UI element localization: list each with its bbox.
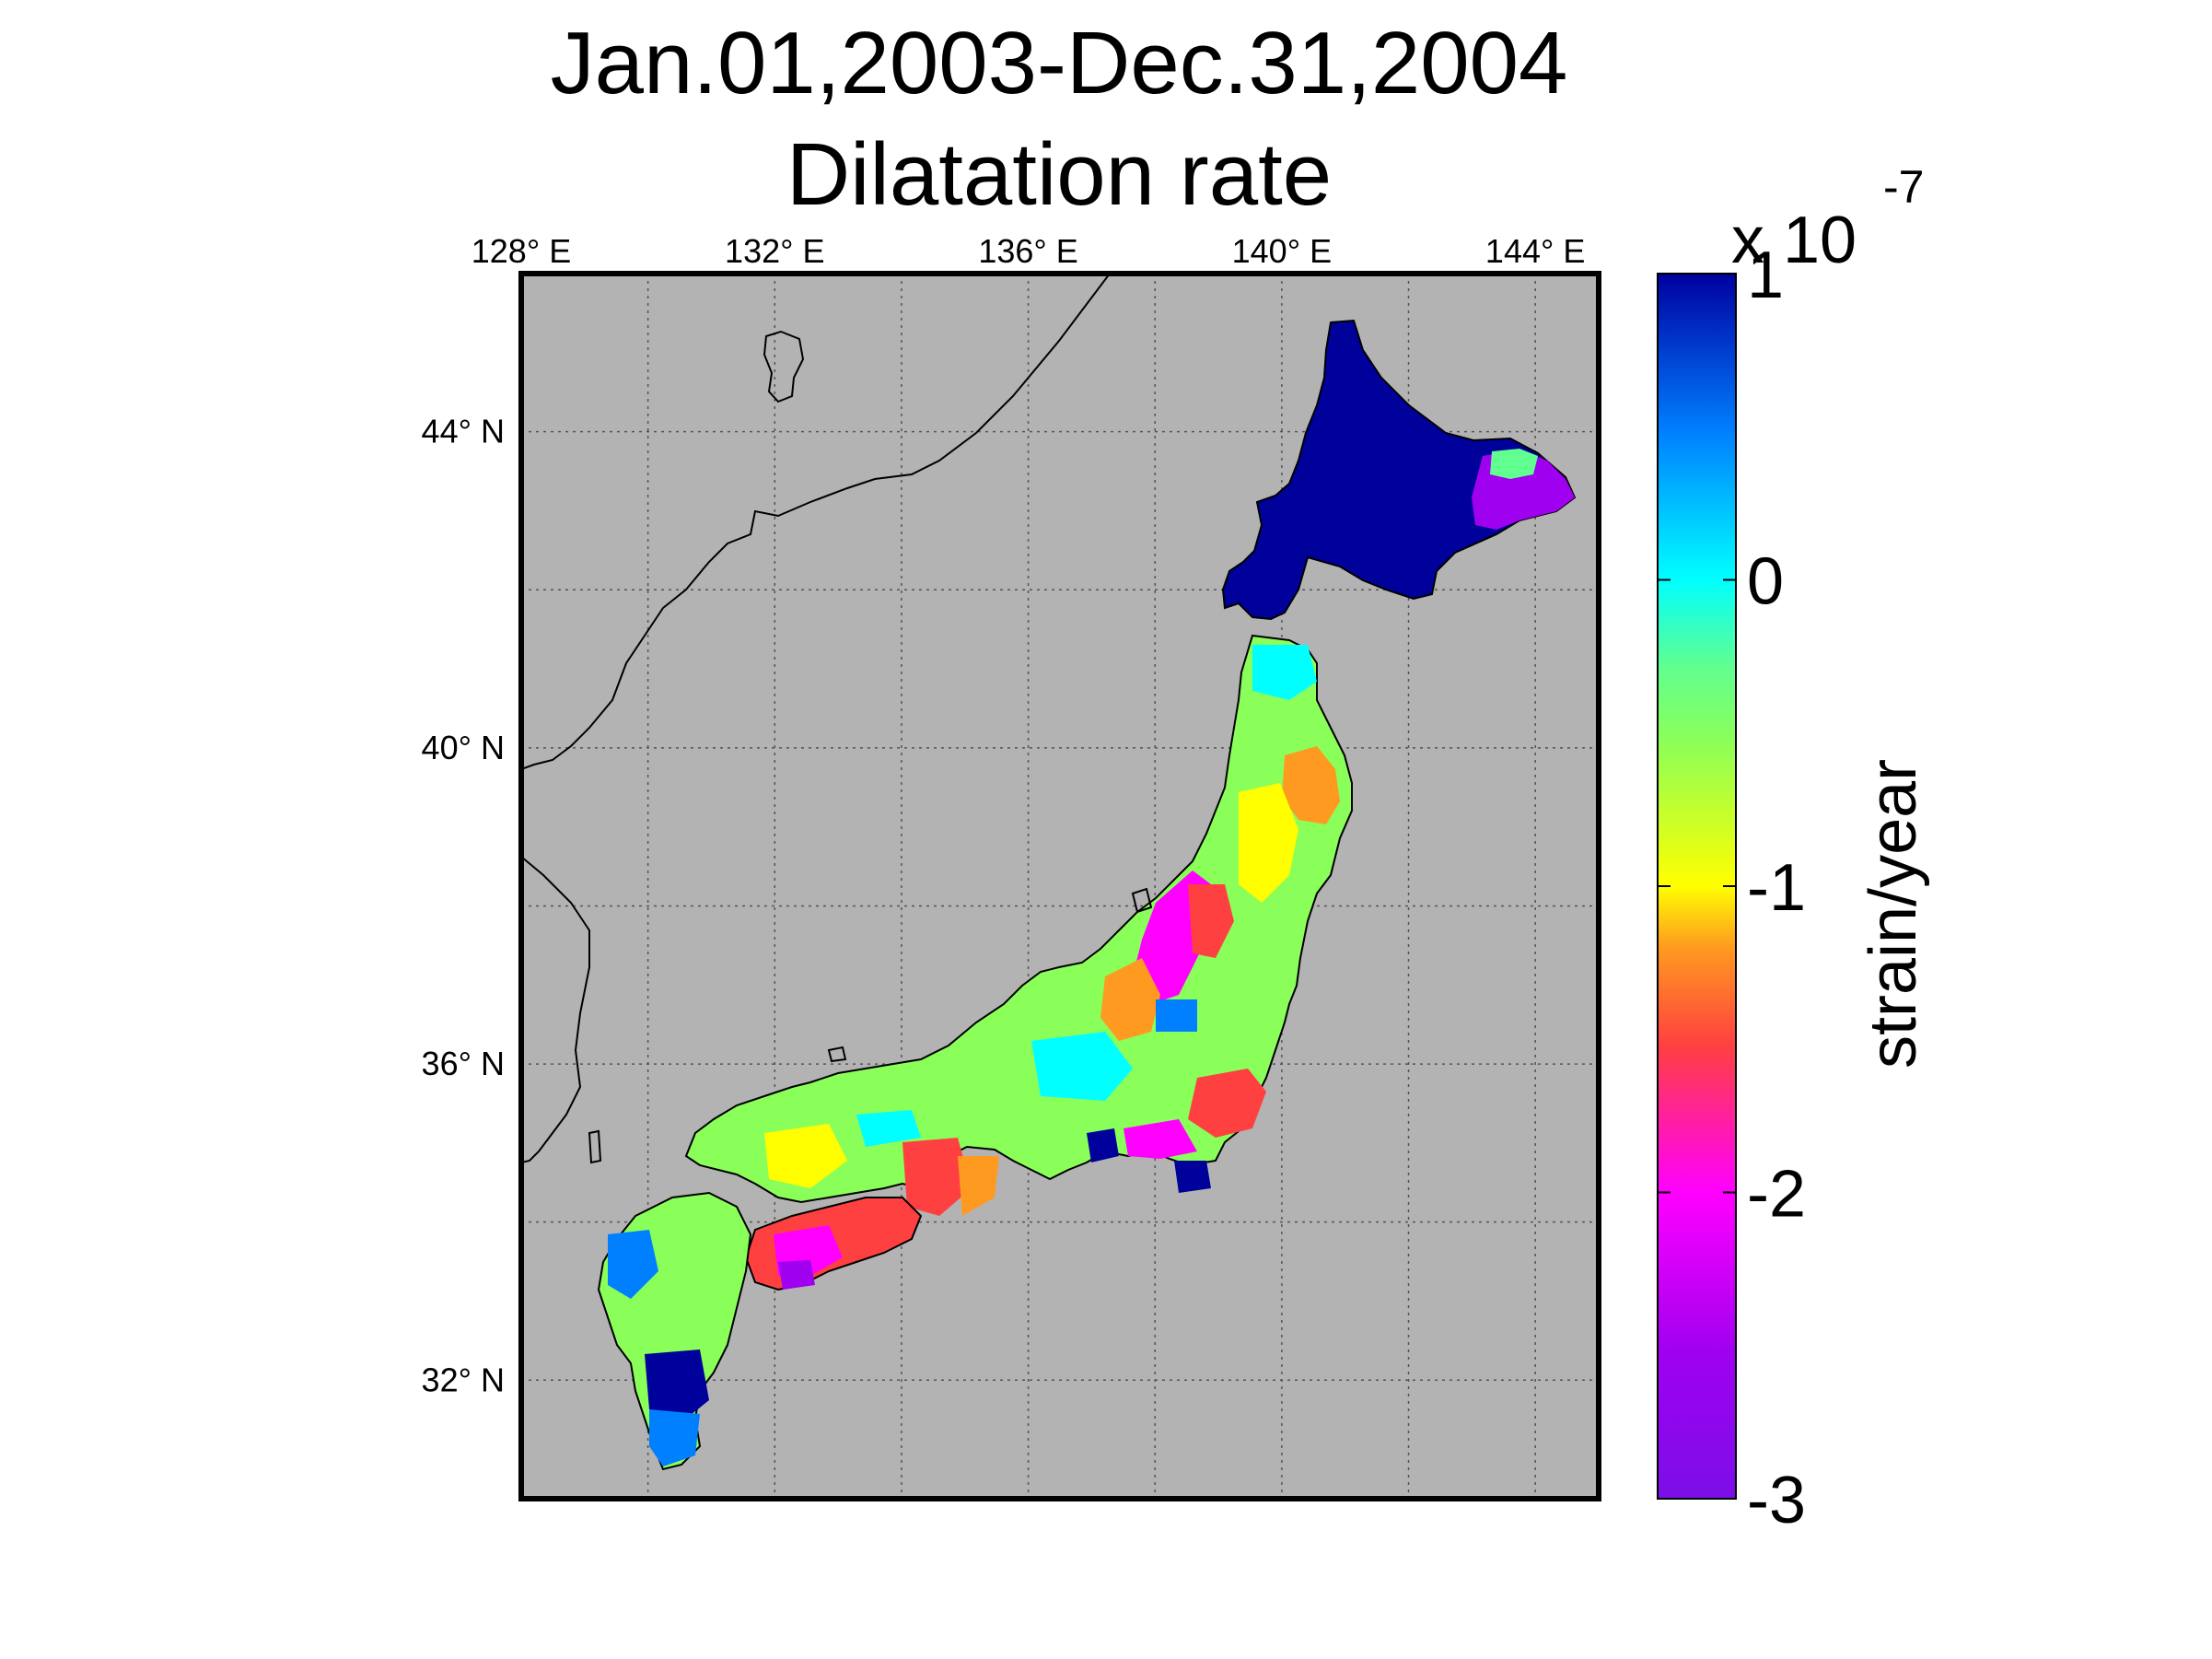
- tohoku-orange: [1282, 746, 1340, 824]
- colorbar-exponent: -7: [1883, 161, 1924, 213]
- western-yellow: [764, 1124, 847, 1188]
- kyushu-blue-south: [649, 1409, 700, 1466]
- korea-coastline: [521, 856, 590, 1163]
- central-red: [1188, 884, 1234, 958]
- honshu: [684, 634, 1353, 1204]
- kyushu-south: [645, 1349, 709, 1419]
- izu-blue: [1174, 1161, 1211, 1193]
- lat-tick-label: 40° N: [422, 729, 505, 766]
- colorbar-tick-label: -3: [1747, 1464, 1806, 1537]
- hokkaido: [1221, 319, 1577, 621]
- colorbar-label: strain/year: [1857, 759, 1930, 1069]
- lat-tick-label: 32° N: [422, 1361, 505, 1398]
- kii-red: [902, 1138, 972, 1216]
- kyushu-blue-north: [608, 1230, 658, 1299]
- kanto-red: [1188, 1069, 1266, 1138]
- map-title-line1: Jan.01,2003-Dec.31,2004: [550, 14, 1568, 112]
- mainland-coastline: [521, 274, 1111, 770]
- colorbar-exponent-base: x 10: [1731, 204, 1857, 277]
- map-title-line2: Dilatation rate: [786, 125, 1333, 224]
- kii-orange: [958, 1156, 999, 1216]
- colorbar-gradient: [1657, 273, 1737, 1500]
- central-orange: [1100, 958, 1160, 1041]
- colorbar-tick-label: 1: [1747, 239, 1784, 312]
- lat-tick-label: 36° N: [422, 1045, 505, 1082]
- tokai-blue: [1087, 1128, 1119, 1162]
- colorbar-tick-label: 0: [1747, 545, 1784, 619]
- tohoku-yellow: [1239, 783, 1298, 903]
- colorbar-ticks: 1 0 -1 -2 -3: [1658, 239, 1806, 1537]
- map-tick-labels: 128° E 132° E 136° E 140° E 144° E 44° N 40° N…: [422, 232, 1586, 1398]
- central-blue: [1156, 999, 1197, 1032]
- sado-island: [1131, 887, 1153, 914]
- kanto-magenta: [1123, 1119, 1197, 1159]
- colorbar-tick-label: -2: [1747, 1158, 1806, 1232]
- tohoku-cyan-top: [1252, 645, 1317, 700]
- colorbar-tick-label: -1: [1747, 851, 1806, 925]
- lon-tick-label: 136° E: [978, 232, 1077, 270]
- central-cyan: [1031, 1032, 1133, 1101]
- lon-tick-label: 132° E: [725, 232, 824, 270]
- land-layer: [521, 274, 1577, 1471]
- tsushima: [588, 1129, 602, 1164]
- lat-tick-label: 44° N: [422, 413, 505, 450]
- map-border: [518, 271, 1601, 1501]
- lon-tick-label: 128° E: [472, 232, 571, 270]
- hokkaido-east-green: [1490, 449, 1538, 479]
- shikoku-purple: [778, 1260, 815, 1290]
- lon-tick-label: 140° E: [1232, 232, 1332, 270]
- sakhalin-coastline: [763, 330, 805, 403]
- oki-islands: [827, 1046, 847, 1063]
- western-cyan: [856, 1110, 921, 1147]
- lon-tick-label: 144° E: [1485, 232, 1585, 270]
